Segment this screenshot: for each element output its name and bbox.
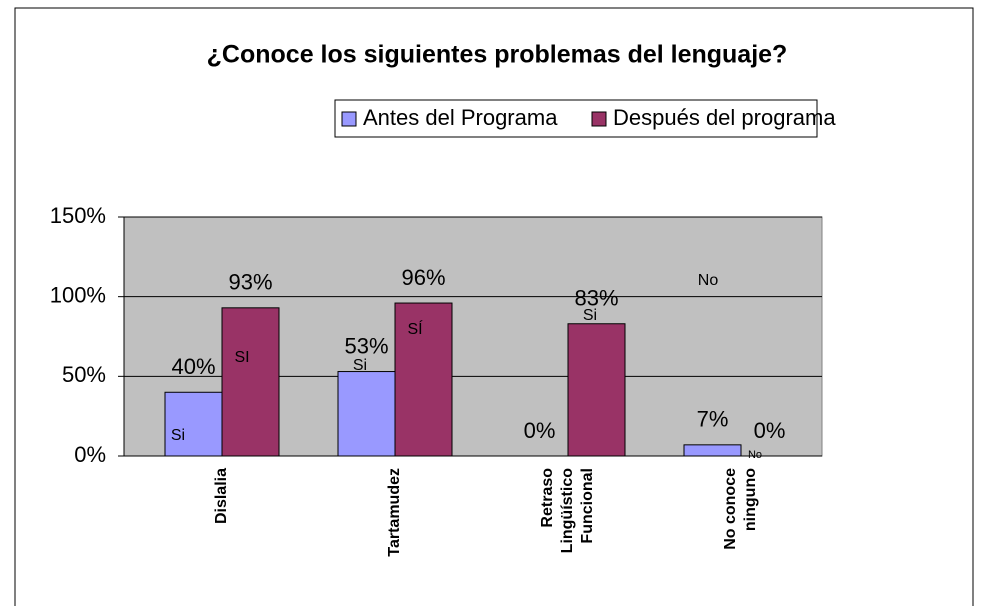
x-tick-label: Tartamudez [386,468,403,557]
legend-box [334,99,818,138]
x-tick-label: Retraso Lingüístico Funcional [539,468,596,554]
bar [567,323,626,457]
value-label: 93% [228,270,272,295]
x-tick-label-line: ninguno [742,468,759,531]
value-label: 0% [754,418,786,443]
value-label: 96% [401,265,445,290]
legend-swatch [591,111,607,127]
annotation: No [698,272,719,289]
x-tick-label: No conoce ninguno [722,468,759,550]
x-tick-label-line: Retraso [539,468,556,528]
y-tick-label: 50% [62,362,106,387]
chart-title: ¿Conoce los siguientes problemas del len… [207,41,788,69]
value-label: 83% [574,286,618,311]
bar [683,444,742,457]
bar [394,302,453,457]
legend-label: Antes del Programa [363,105,558,130]
y-tick-label: 100% [50,282,106,307]
legend-swatch [341,111,357,127]
value-label: 53% [344,333,388,358]
annotation: SI [234,349,249,366]
value-label: 7% [697,407,729,432]
value-label: 0% [524,418,556,443]
y-tick-label: 0% [74,442,106,467]
x-tick-label-line: Dislalia [213,468,230,524]
annotation: SÍ [407,319,423,338]
annotation: Si [583,307,597,324]
bar [221,307,280,457]
value-label: 40% [171,354,215,379]
x-tick-label-line: Funcional [579,468,596,544]
y-tick-label: 150% [50,203,106,228]
bar [164,391,223,457]
x-tick-label: Dislalia [213,468,230,524]
x-tick-label-line: Lingüístico [559,468,576,554]
annotation: Si [171,427,185,444]
annotation: Si [353,357,367,374]
legend-label: Después del programa [613,105,836,130]
annotation: No [748,449,762,461]
x-tick-label-line: No conoce [722,468,739,550]
x-tick-label-line: Tartamudez [386,468,403,557]
bar [337,371,396,457]
